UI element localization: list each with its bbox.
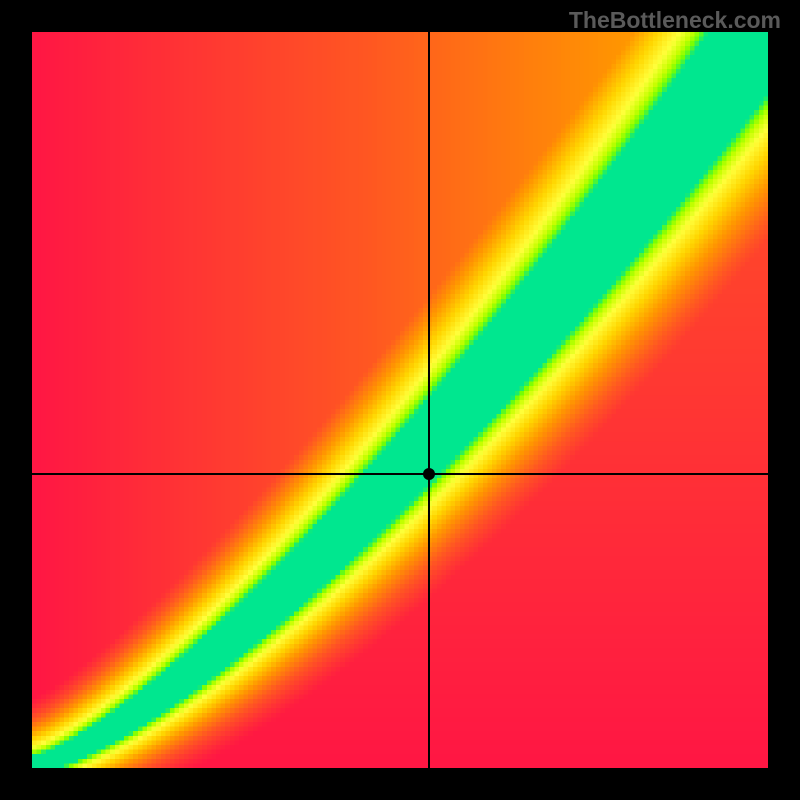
crosshair-horizontal: [32, 473, 768, 475]
crosshair-marker: [423, 468, 435, 480]
watermark-text: TheBottleneck.com: [569, 7, 781, 34]
chart-container: TheBottleneck.com: [0, 0, 800, 800]
heatmap-canvas: [32, 32, 768, 768]
crosshair-vertical: [428, 32, 430, 768]
